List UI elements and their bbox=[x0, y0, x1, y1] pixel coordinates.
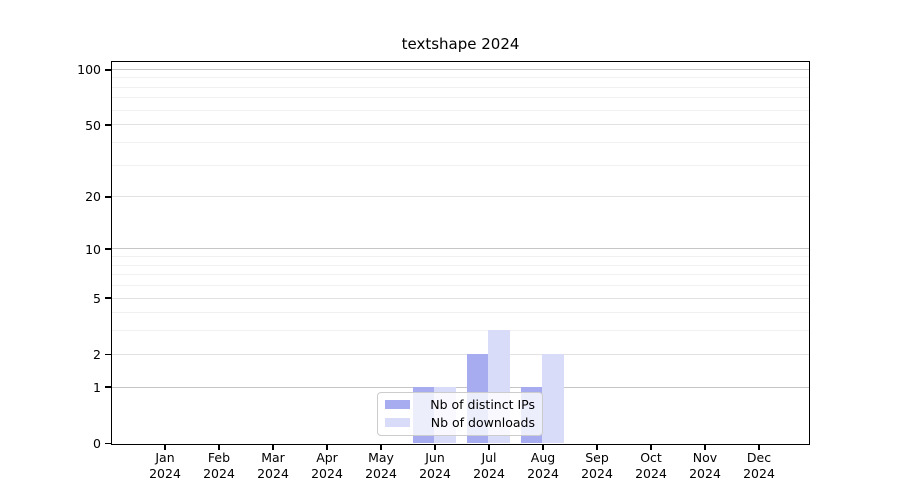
x-tick-nov bbox=[704, 444, 706, 450]
minor-gridline-80 bbox=[112, 86, 809, 88]
x-label-year: 2024 bbox=[635, 466, 667, 481]
x-label-month: May bbox=[368, 450, 394, 465]
minor-gridline-9 bbox=[112, 256, 809, 258]
x-tick-label-sep: Sep 2024 bbox=[565, 450, 629, 482]
y-tick-2 bbox=[105, 353, 111, 356]
legend-entry-distinct-ips: Nb of distinct IPs bbox=[385, 397, 535, 412]
x-label-month: Feb bbox=[207, 450, 231, 465]
y-tick-10 bbox=[105, 248, 111, 251]
x-tick-may bbox=[380, 444, 382, 450]
minor-gridline-3 bbox=[112, 330, 809, 332]
x-label-year: 2024 bbox=[473, 466, 505, 481]
gridline-1 bbox=[112, 386, 809, 388]
x-label-year: 2024 bbox=[743, 466, 775, 481]
x-tick-label-dec: Dec 2024 bbox=[727, 450, 791, 482]
x-label-year: 2024 bbox=[257, 466, 289, 481]
legend-swatch-downloads bbox=[385, 418, 410, 427]
legend-entry-downloads: Nb of downloads bbox=[385, 415, 535, 430]
chart-title: textshape 2024 bbox=[401, 35, 520, 53]
x-tick-label-may: May 2024 bbox=[349, 450, 413, 482]
x-tick-label-aug: Aug 2024 bbox=[511, 450, 575, 482]
y-tick-50 bbox=[105, 124, 111, 126]
gridline-50 bbox=[112, 124, 809, 126]
minor-gridline-70 bbox=[112, 97, 809, 99]
y-tick-label-2: 2 bbox=[93, 347, 101, 363]
minor-gridline-7 bbox=[112, 274, 809, 276]
x-label-month: Mar bbox=[261, 450, 285, 465]
x-tick-mar bbox=[272, 444, 274, 450]
y-tick-label-50: 50 bbox=[85, 117, 101, 133]
x-tick-feb bbox=[218, 444, 220, 450]
minor-gridline-60 bbox=[112, 109, 809, 111]
x-label-month: Jul bbox=[481, 450, 497, 465]
x-tick-dec bbox=[758, 444, 760, 450]
minor-gridline-4 bbox=[112, 312, 809, 314]
gridline-20 bbox=[112, 196, 809, 198]
y-tick-20 bbox=[105, 196, 111, 198]
x-label-year: 2024 bbox=[203, 466, 235, 481]
x-label-month: Oct bbox=[640, 450, 662, 465]
x-tick-apr bbox=[326, 444, 328, 450]
x-label-month: Dec bbox=[746, 450, 772, 465]
x-label-year: 2024 bbox=[689, 466, 721, 481]
x-label-month: Sep bbox=[585, 450, 609, 465]
plot-area: Nb of distinct IPs Nb of downloads bbox=[111, 60, 810, 445]
legend: Nb of distinct IPs Nb of downloads bbox=[377, 391, 543, 436]
x-label-year: 2024 bbox=[365, 466, 397, 481]
y-tick-label-5: 5 bbox=[93, 290, 101, 306]
x-label-month: Nov bbox=[692, 450, 718, 465]
x-tick-label-oct: Oct 2024 bbox=[619, 450, 683, 482]
x-label-year: 2024 bbox=[149, 466, 181, 481]
x-label-month: Aug bbox=[530, 450, 556, 465]
x-tick-jun bbox=[434, 444, 436, 450]
legend-label-distinct-ips: Nb of distinct IPs bbox=[430, 397, 535, 412]
x-tick-label-mar: Mar 2024 bbox=[241, 450, 305, 482]
gridline-5 bbox=[112, 297, 809, 299]
y-tick-100 bbox=[105, 68, 111, 71]
y-tick-0 bbox=[105, 442, 111, 445]
x-tick-aug bbox=[542, 444, 544, 450]
legend-label-downloads: Nb of downloads bbox=[430, 415, 535, 430]
legend-swatch-distinct-ips bbox=[385, 400, 410, 409]
x-tick-label-nov: Nov 2024 bbox=[673, 450, 737, 482]
y-tick-label-20: 20 bbox=[85, 189, 101, 205]
y-tick-1 bbox=[105, 386, 111, 389]
x-tick-label-jun: Jun 2024 bbox=[403, 450, 467, 482]
gridline-2 bbox=[112, 353, 809, 355]
x-tick-sep bbox=[596, 444, 598, 450]
x-tick-label-jul: Jul 2024 bbox=[457, 450, 521, 482]
y-tick-label-100: 100 bbox=[77, 62, 101, 78]
minor-gridline-40 bbox=[112, 141, 809, 143]
x-tick-label-jan: Jan 2024 bbox=[133, 450, 197, 482]
x-label-year: 2024 bbox=[311, 466, 343, 481]
x-tick-label-apr: Apr 2024 bbox=[295, 450, 359, 482]
x-label-month: Apr bbox=[316, 450, 338, 465]
y-tick-label-10: 10 bbox=[85, 241, 101, 257]
minor-gridline-6 bbox=[112, 285, 809, 287]
minor-gridline-90 bbox=[112, 77, 809, 79]
minor-gridline-8 bbox=[112, 264, 809, 266]
bar-aug-downloads bbox=[542, 353, 564, 443]
x-tick-jan bbox=[164, 444, 166, 450]
x-label-year: 2024 bbox=[419, 466, 451, 481]
gridline-10 bbox=[112, 248, 809, 250]
x-tick-oct bbox=[650, 444, 652, 450]
gridline-100 bbox=[112, 68, 809, 70]
x-tick-label-feb: Feb 2024 bbox=[187, 450, 251, 482]
minor-gridline-30 bbox=[112, 164, 809, 166]
x-label-month: Jun bbox=[425, 450, 445, 465]
x-label-year: 2024 bbox=[581, 466, 613, 481]
y-tick-label-1: 1 bbox=[93, 379, 101, 395]
x-tick-jul bbox=[488, 444, 490, 450]
y-tick-5 bbox=[105, 297, 111, 300]
x-label-month: Jan bbox=[155, 450, 175, 465]
y-tick-label-0: 0 bbox=[93, 436, 101, 451]
x-label-year: 2024 bbox=[527, 466, 559, 481]
